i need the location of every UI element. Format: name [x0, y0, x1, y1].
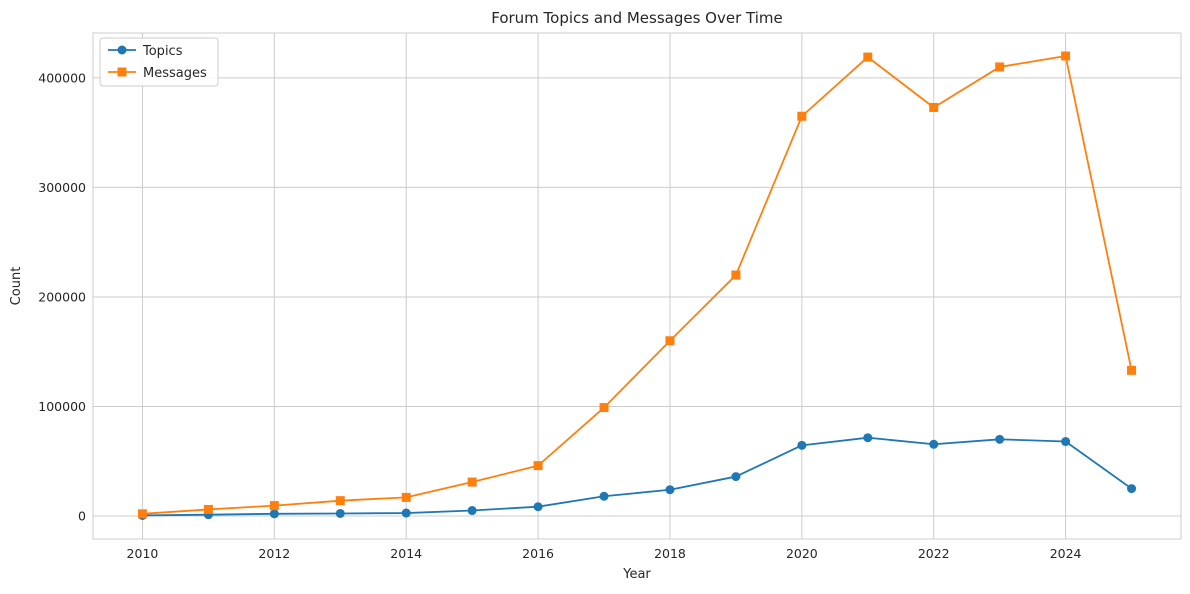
- data-series: [137, 51, 1137, 520]
- topics-point: [929, 439, 939, 449]
- messages-point: [467, 477, 477, 487]
- y-tick-label: 0: [78, 509, 86, 524]
- legend-topics-marker: [117, 45, 127, 55]
- legend-messages-label: Messages: [143, 66, 207, 81]
- topics-point: [401, 508, 411, 518]
- messages-point: [797, 111, 807, 121]
- messages-point: [929, 102, 939, 112]
- legend-topics-label: Topics: [142, 44, 183, 59]
- topics-point: [335, 508, 345, 518]
- topics-point: [1061, 437, 1071, 447]
- y-tick-label: 200000: [38, 289, 86, 304]
- messages-point: [599, 403, 609, 413]
- x-tick-label: 2014: [390, 546, 422, 561]
- messages-point: [995, 62, 1005, 72]
- topics-point: [863, 433, 873, 443]
- plot-border: [92, 32, 1182, 540]
- messages-point: [533, 461, 543, 471]
- topics-line: [142, 436, 1133, 517]
- messages-point: [665, 336, 675, 346]
- messages-point: [335, 496, 345, 506]
- topics-point: [665, 485, 675, 495]
- x-tick-label: 2016: [522, 546, 554, 561]
- x-tick-label: 2020: [786, 546, 818, 561]
- plot-area: [93, 33, 1181, 539]
- legend-messages-marker: [117, 67, 127, 77]
- messages-point: [137, 509, 147, 519]
- x-tick-labels: 2010 2012 2014 2016 2018 2020 2022 2024: [127, 546, 1082, 561]
- y-axis-label: Count: [9, 267, 24, 306]
- topics-point: [731, 472, 741, 482]
- x-tick-label: 2010: [127, 546, 159, 561]
- x-axis-label: Year: [622, 567, 651, 582]
- x-tick-label: 2022: [918, 546, 950, 561]
- plot-frame: [92, 32, 1182, 540]
- x-tick-label: 2012: [258, 546, 290, 561]
- series-messages: [137, 51, 1137, 519]
- messages-point: [203, 504, 213, 514]
- topics-point: [1127, 484, 1137, 494]
- messages-point: [863, 52, 873, 62]
- messages-point: [1127, 365, 1137, 375]
- messages-point: [731, 270, 741, 280]
- messages-point: [269, 501, 279, 511]
- topics-point: [995, 434, 1005, 444]
- x-tick-label: 2024: [1050, 546, 1082, 561]
- y-tick-label: 300000: [38, 180, 86, 195]
- y-tick-labels: 0 100000 200000 300000 400000: [38, 70, 86, 523]
- topics-point: [797, 440, 807, 450]
- legend: Topics Messages: [99, 37, 219, 87]
- topics-point: [533, 502, 543, 512]
- messages-point: [401, 492, 411, 502]
- topics-point: [467, 506, 477, 516]
- topics-point: [269, 509, 279, 519]
- y-tick-label: 400000: [38, 70, 86, 85]
- topics-point: [599, 491, 609, 501]
- chart-title: Forum Topics and Messages Over Time: [491, 9, 783, 27]
- x-tick-label: 2018: [654, 546, 686, 561]
- y-tick-label: 100000: [38, 399, 86, 414]
- messages-line: [142, 55, 1133, 515]
- messages-point: [1061, 51, 1071, 61]
